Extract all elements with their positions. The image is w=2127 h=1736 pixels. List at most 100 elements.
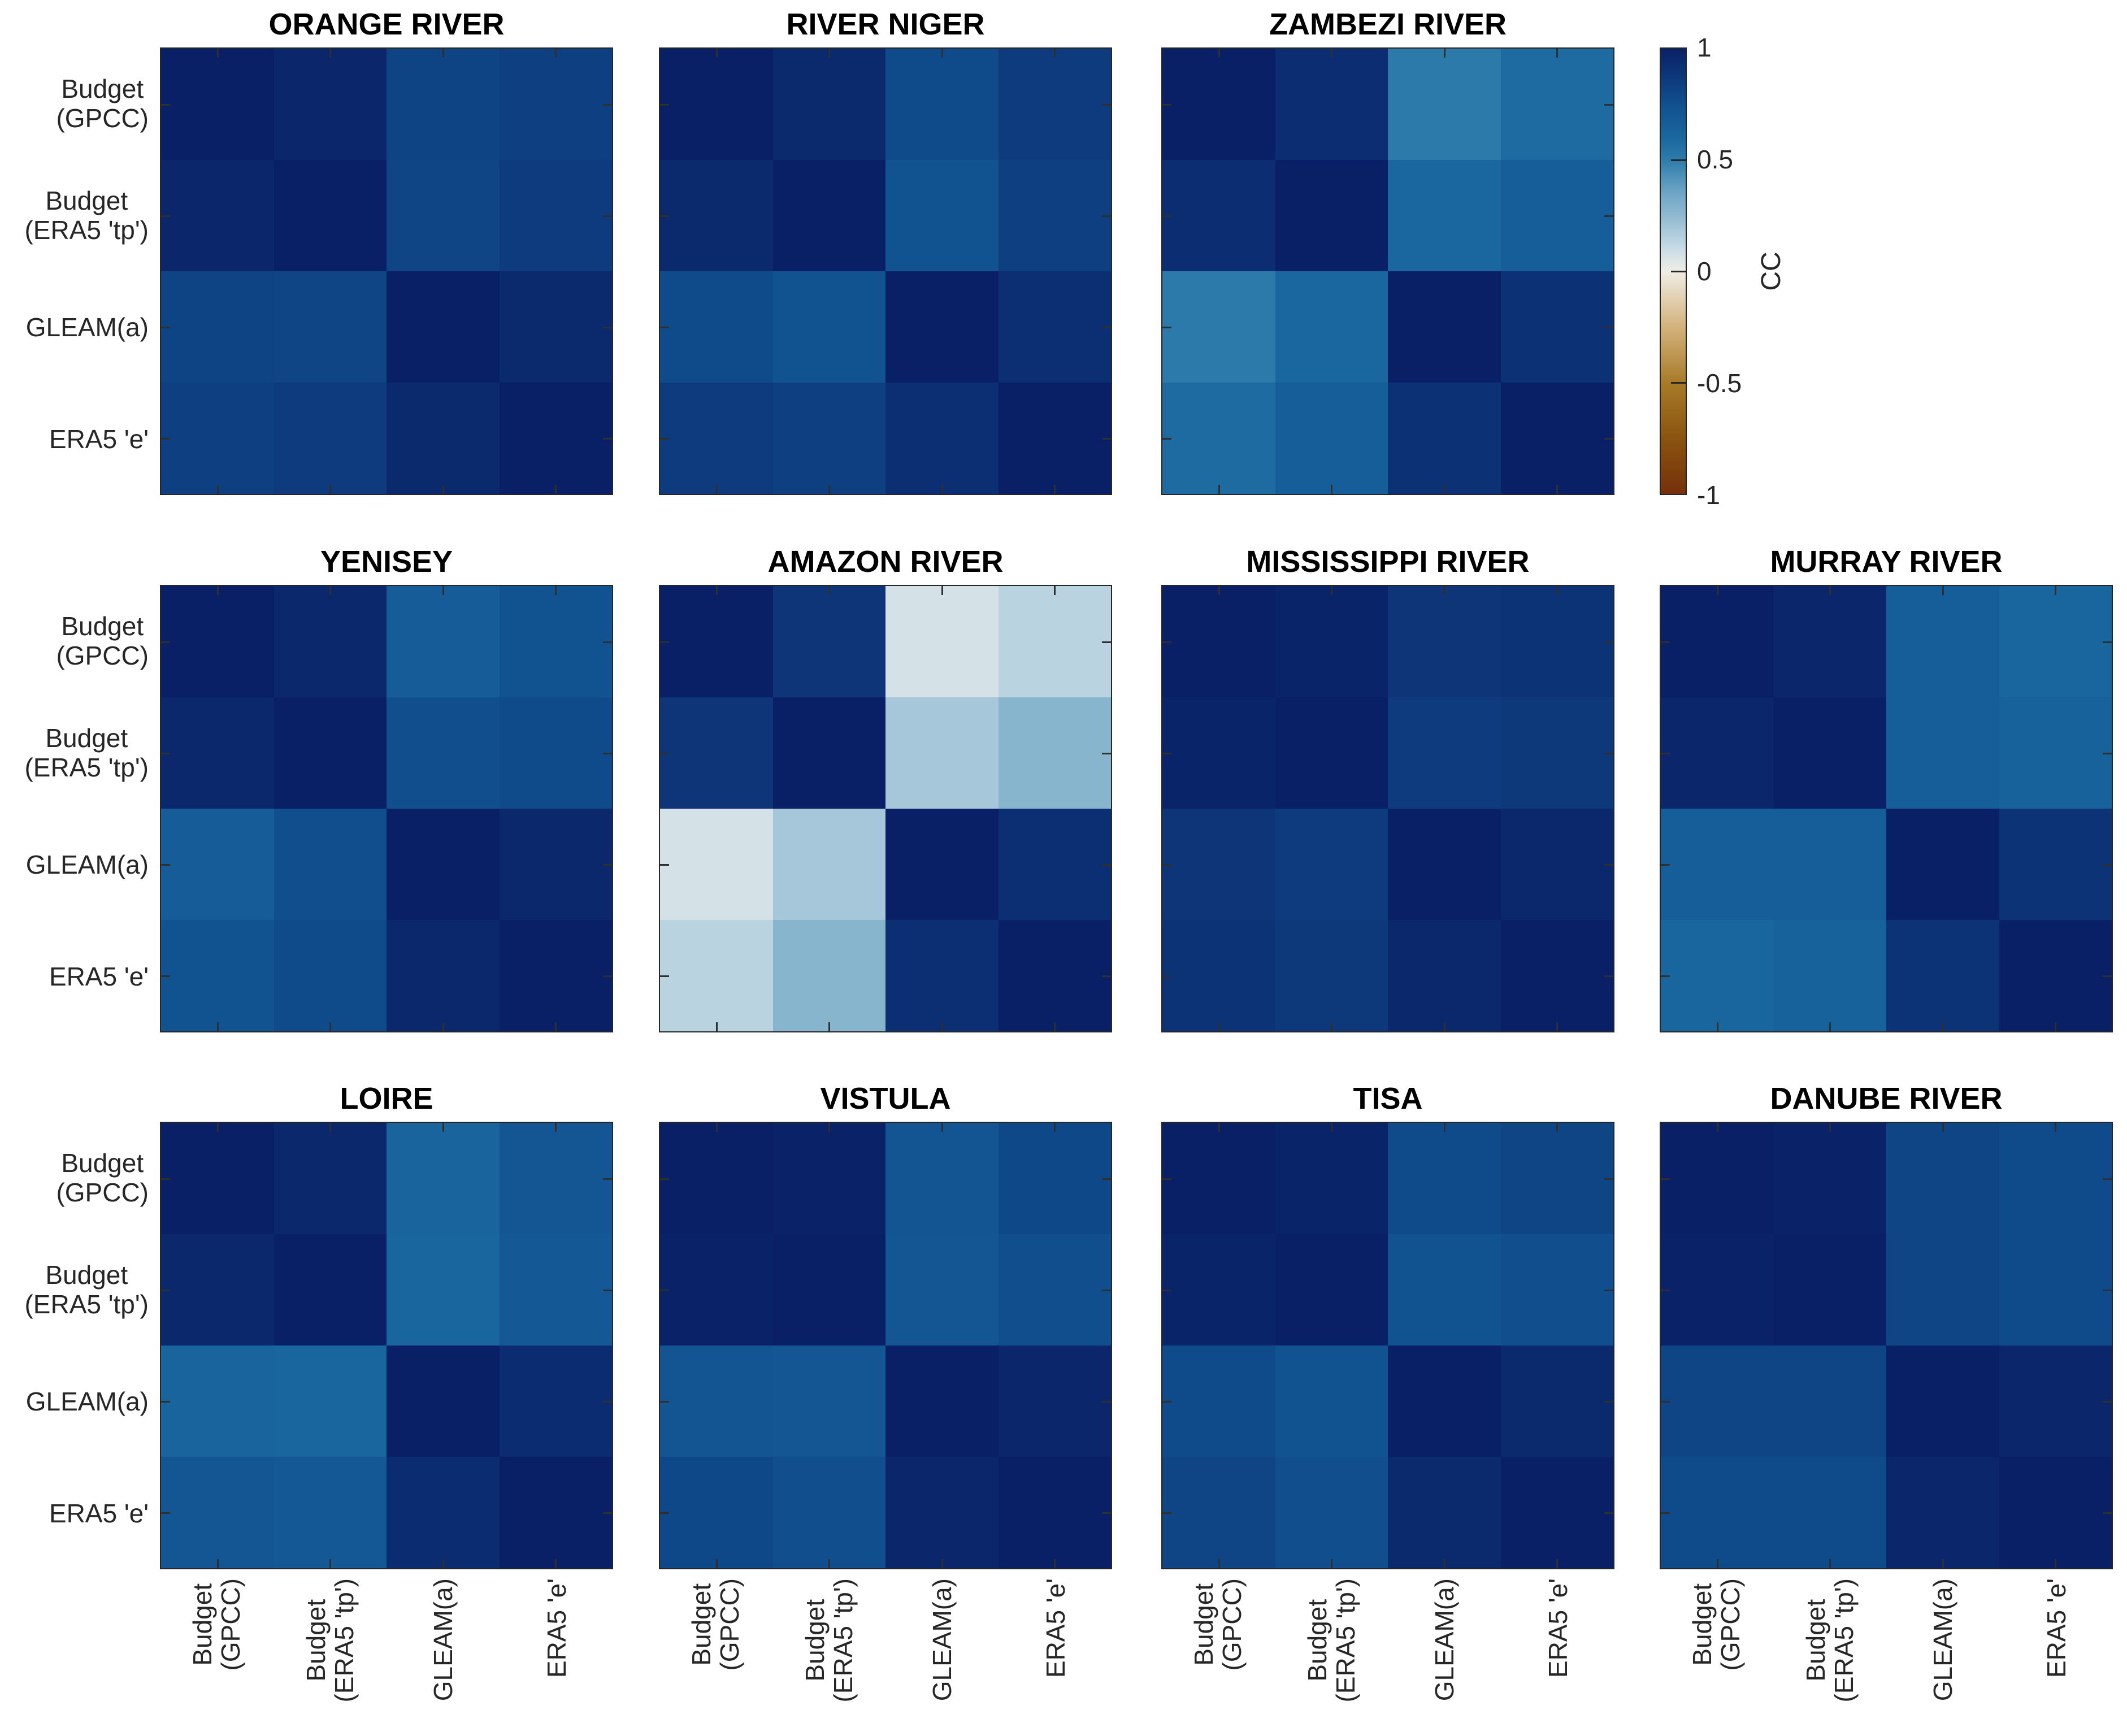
axis-tick: [603, 1512, 612, 1514]
matrix-cell: [660, 271, 773, 383]
axis-tick: [603, 1400, 612, 1403]
matrix-cell: [660, 920, 773, 1031]
x-axis-label-line: Budget: [800, 1599, 830, 1682]
x-axis-label-line: Budget: [301, 1599, 331, 1682]
matrix-cell: [1275, 49, 1388, 160]
matrix-cell: [499, 1346, 612, 1457]
axis-tick: [329, 485, 332, 494]
matrix-cell: [1275, 920, 1388, 1031]
matrix-cell: [660, 160, 773, 271]
y-axis-label-line: ERA5 'e': [49, 962, 149, 991]
matrix-cell: [274, 160, 387, 271]
y-axis-label-line: ERA5 'e': [49, 424, 149, 454]
heatmap-panel: RIVER NIGER: [659, 7, 1112, 495]
matrix-cell: [274, 1234, 387, 1346]
matrix-cell: [1661, 920, 1774, 1031]
matrix-cell: [660, 1123, 773, 1234]
colorbar: [1660, 47, 1687, 495]
axis-tick: [2055, 1123, 2057, 1132]
x-axis-label-line: (ERA5 'tp'): [329, 1578, 359, 1703]
matrix-cell: [1388, 160, 1501, 271]
axis-tick: [2103, 1400, 2112, 1403]
axis-tick: [1331, 1123, 1333, 1132]
x-axis-label: ERA5 'e': [1543, 1578, 1573, 1678]
matrix-cell: [772, 697, 885, 809]
matrix-cell: [1388, 383, 1501, 494]
axis-tick: [660, 437, 669, 440]
matrix-cell: [499, 1234, 612, 1346]
x-axis-label: ERA5 'e': [1041, 1578, 1070, 1678]
axis-tick: [660, 641, 669, 643]
panel-title: MURRAY RIVER: [1770, 545, 2003, 579]
matrix-cell: [1500, 271, 1613, 383]
matrix-cell: [161, 1346, 274, 1457]
axis-tick: [1162, 326, 1171, 328]
axis-tick: [603, 103, 612, 106]
matrix-cell: [660, 1346, 773, 1457]
axis-tick: [1829, 586, 1831, 595]
x-axis-label: ERA5 'e': [2042, 1578, 2071, 1678]
axis-tick: [1054, 586, 1056, 595]
y-axis-label: Budget (ERA5 'tp'): [24, 186, 149, 245]
matrix-cell: [1500, 160, 1613, 271]
axis-tick: [1942, 586, 1944, 595]
matrix-cell: [274, 1123, 387, 1234]
x-axis-label-line: (ERA5 'tp'): [828, 1578, 858, 1703]
matrix-cell: [1162, 1234, 1275, 1346]
axis-tick: [442, 1559, 444, 1568]
axis-tick: [1556, 1559, 1559, 1568]
colorbar-axis-label: CC: [1756, 251, 1786, 291]
matrix-cell: [885, 271, 999, 383]
heatmap-panel: ORANGE RIVER: [160, 7, 613, 495]
y-axis-label-line: Budget: [45, 1260, 128, 1290]
axis-tick: [555, 1559, 557, 1568]
y-axis-label: Budget (GPCC): [56, 611, 149, 670]
axis-tick: [1604, 103, 1613, 106]
x-axis-label: Budget (GPCC): [687, 1578, 744, 1671]
matrix-cell: [1500, 697, 1613, 809]
matrix-cell: [885, 1457, 999, 1568]
matrix-cell: [1661, 809, 1774, 920]
axis-tick: [2103, 752, 2112, 754]
matrix-cell: [499, 1123, 612, 1234]
heatmap-grid: [1161, 585, 1614, 1032]
axis-tick: [1942, 1559, 1944, 1568]
axis-tick: [555, 485, 557, 494]
axis-tick: [660, 1178, 669, 1180]
axis-tick: [1604, 1400, 1613, 1403]
axis-tick: [1162, 1178, 1171, 1180]
axis-tick: [161, 437, 170, 440]
matrix-cell: [274, 271, 387, 383]
panel-title: LOIRE: [340, 1082, 433, 1116]
x-axis-label: Budget (GPCC): [1687, 1578, 1745, 1671]
matrix-cell: [885, 160, 999, 271]
y-axis-label-line: (ERA5 'tp'): [24, 1290, 149, 1319]
matrix-cell: [1661, 586, 1774, 697]
matrix-cell: [660, 697, 773, 809]
axis-tick: [161, 103, 170, 106]
axis-tick: [660, 1512, 669, 1514]
axis-tick: [1218, 586, 1220, 595]
y-axis-label-line: (GPCC): [56, 103, 149, 133]
axis-tick: [2103, 975, 2112, 977]
matrix-cell: [660, 1457, 773, 1568]
matrix-cell: [1388, 49, 1501, 160]
axis-tick: [1443, 1022, 1446, 1031]
matrix-cell: [998, 1457, 1111, 1568]
axis-tick: [1661, 641, 1670, 643]
matrix-cell: [1500, 383, 1613, 494]
axis-tick: [2055, 1559, 2057, 1568]
matrix-cell: [1388, 1457, 1501, 1568]
axis-tick: [2103, 1289, 2112, 1291]
matrix-cell: [1275, 1234, 1388, 1346]
matrix-cell: [1661, 1123, 1774, 1234]
matrix-cell: [161, 271, 274, 383]
heatmap-panel: TISA: [1161, 1082, 1614, 1569]
matrix-cell: [161, 809, 274, 920]
axis-tick: [1443, 1559, 1446, 1568]
axis-tick: [660, 215, 669, 217]
axis-tick: [1054, 485, 1056, 494]
axis-tick: [1218, 1022, 1220, 1031]
axis-tick: [603, 641, 612, 643]
matrix-cell: [772, 1346, 885, 1457]
